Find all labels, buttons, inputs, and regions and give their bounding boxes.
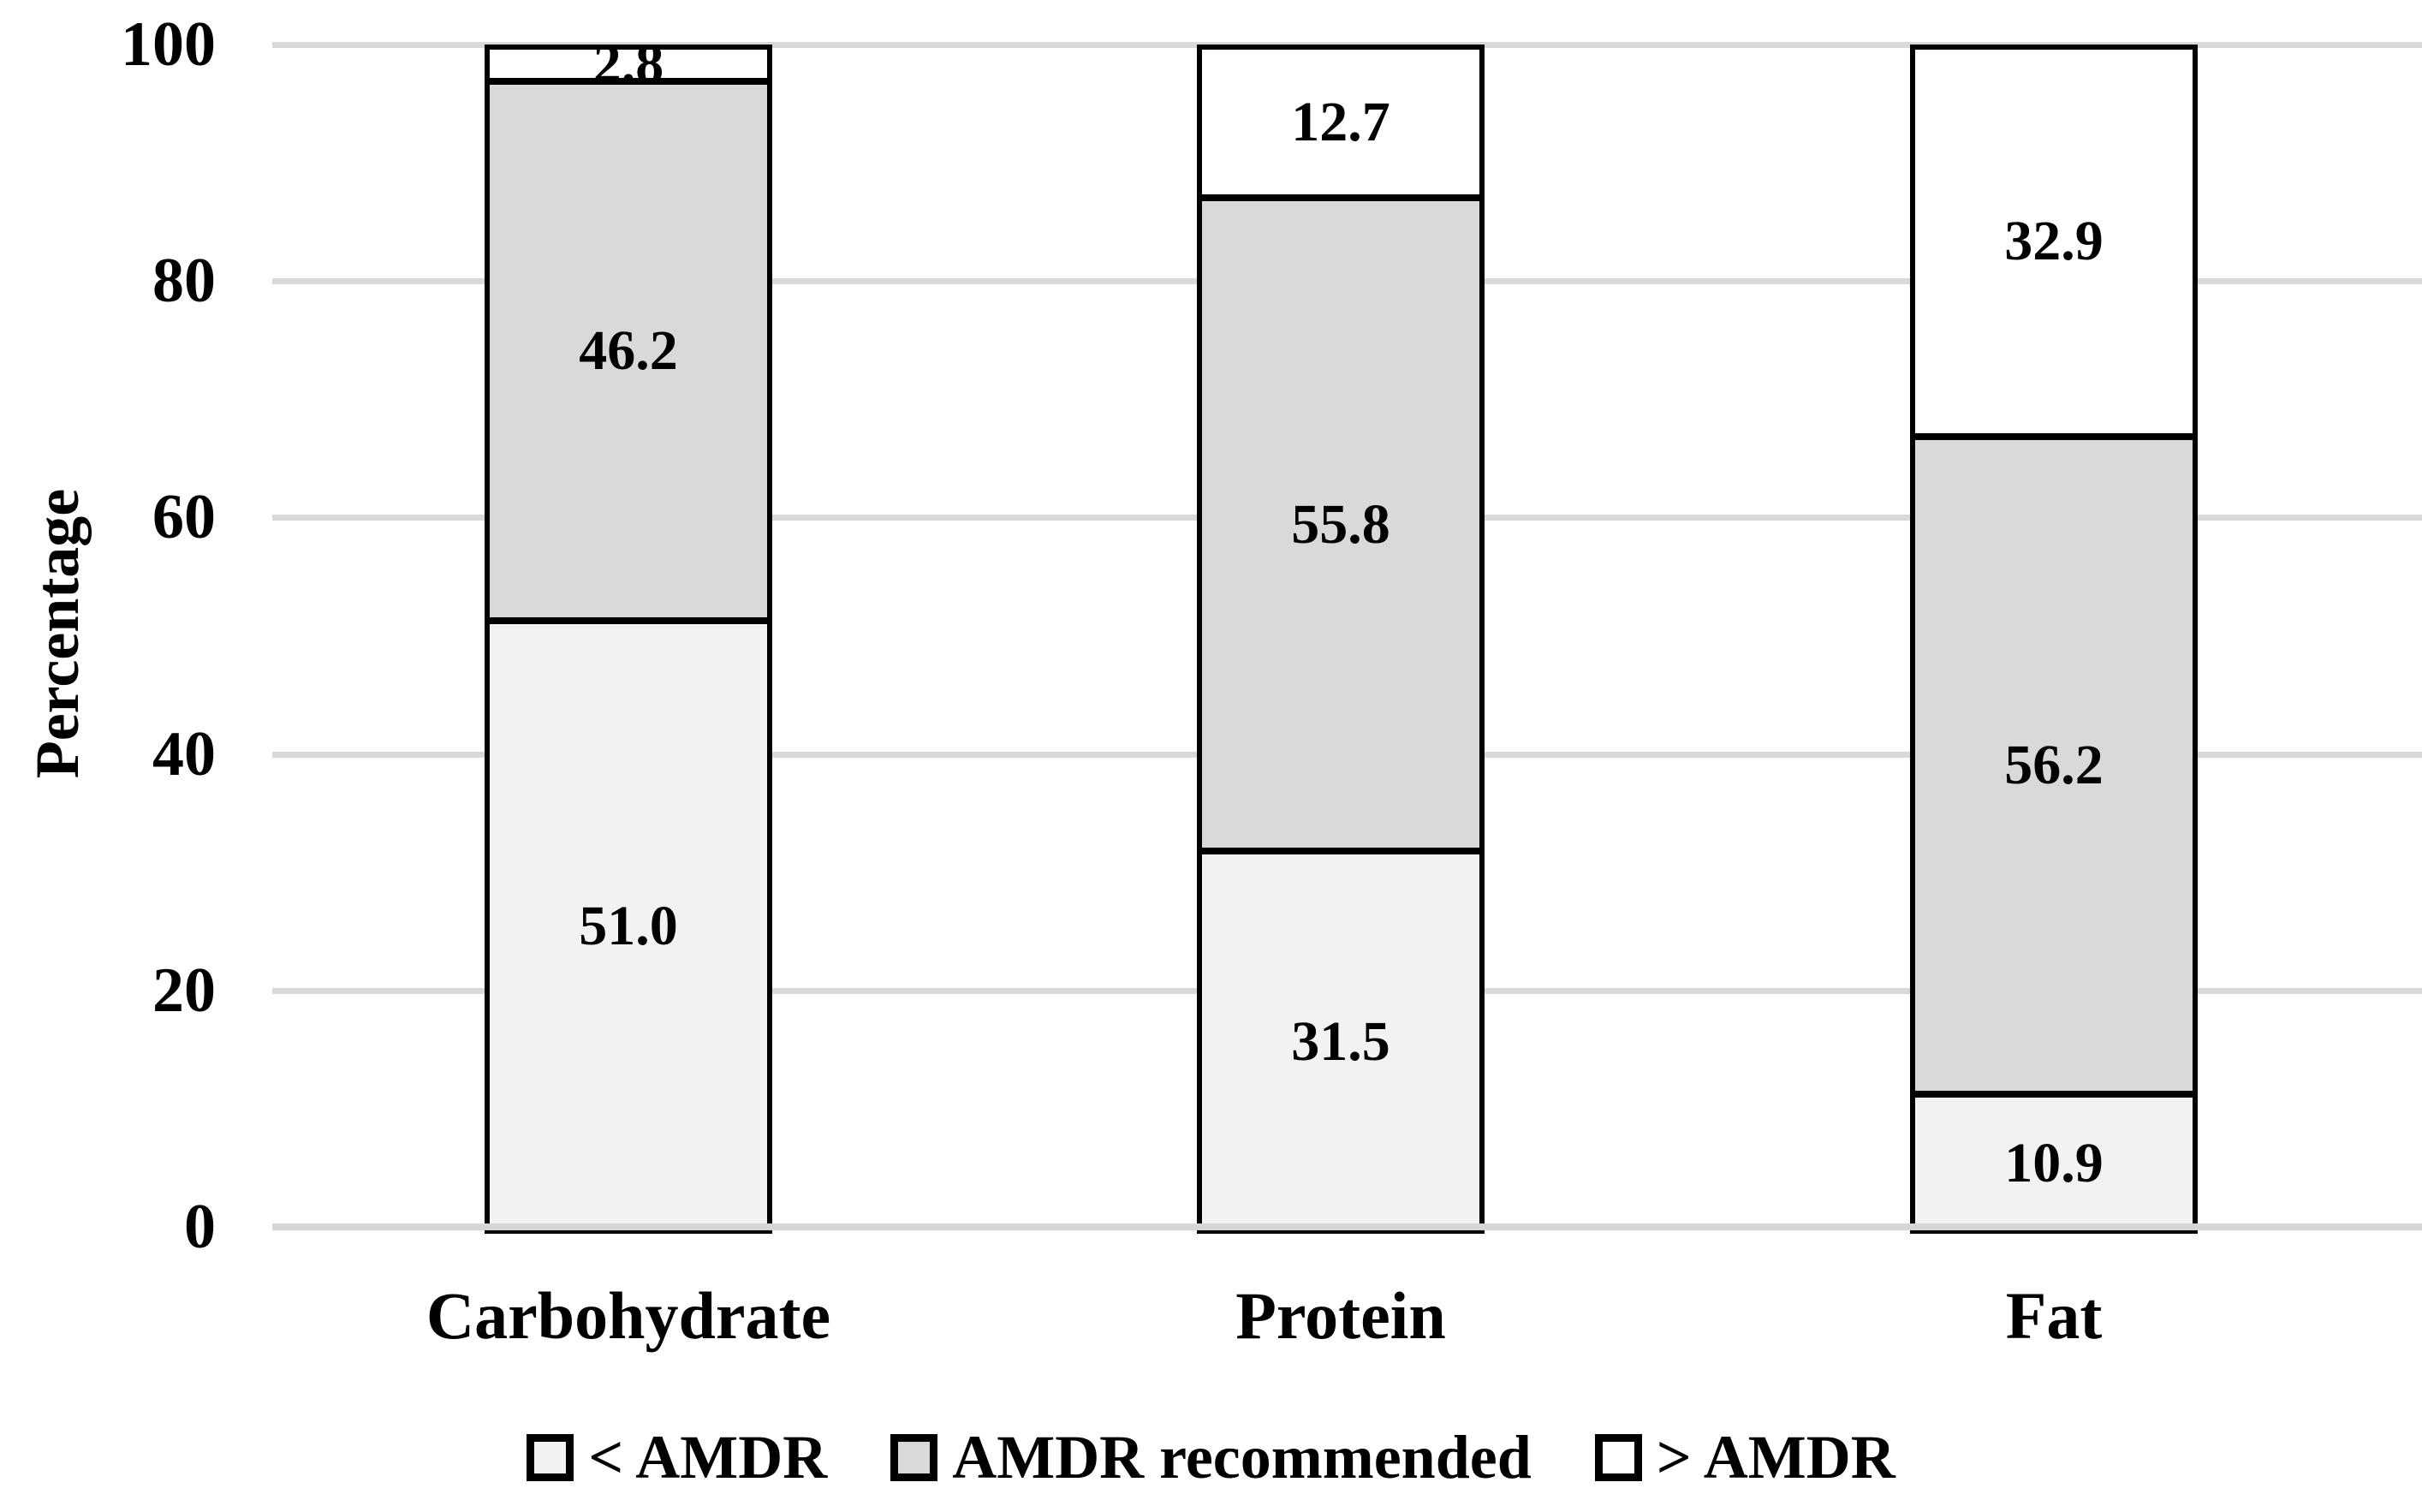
legend-label: < AMDR — [588, 1423, 828, 1491]
value-label: 2.8 — [592, 32, 664, 95]
legend-item: < AMDR — [527, 1426, 827, 1488]
bar-segment: 56.2 — [1915, 433, 2193, 1091]
bar-segment: 10.9 — [1915, 1091, 2193, 1229]
value-label: 51.0 — [579, 895, 678, 957]
legend-label: AMDR recommended — [952, 1423, 1532, 1491]
bar-segment: 2.8 — [490, 35, 767, 92]
value-label: 12.7 — [1291, 90, 1390, 153]
bar-segment: 55.8 — [1202, 194, 1479, 848]
bar-segment: 51.0 — [490, 617, 767, 1229]
bar-segment: 31.5 — [1202, 848, 1479, 1229]
legend: < AMDR AMDR recommended > AMDR — [0, 1414, 2422, 1500]
bar-segment: 32.9 — [1915, 50, 2193, 433]
value-label: 10.9 — [2004, 1131, 2104, 1194]
value-label: 31.5 — [1291, 1009, 1390, 1073]
bar-fat: 32.9 56.2 10.9 — [1910, 45, 2198, 1234]
legend-item: AMDR recommended — [890, 1426, 1532, 1488]
value-label: 56.2 — [2004, 734, 2104, 796]
value-label: 55.8 — [1291, 492, 1390, 556]
category-label: Fat — [2005, 1278, 2103, 1353]
value-label: 32.9 — [2004, 210, 2104, 272]
legend-swatch-icon — [1594, 1433, 1642, 1481]
x-axis-line — [272, 1223, 2422, 1230]
bar-segment: 46.2 — [490, 78, 767, 617]
category-label: Carbohydrate — [425, 1278, 831, 1353]
y-tick-label: 60 — [152, 482, 216, 552]
y-tick-label: 100 — [121, 9, 216, 80]
y-tick-label: 80 — [152, 246, 216, 316]
legend-swatch-icon — [890, 1433, 938, 1481]
y-tick-label: 40 — [152, 719, 216, 789]
value-label: 46.2 — [579, 319, 678, 382]
legend-swatch-icon — [527, 1433, 574, 1481]
bar-protein: 12.7 55.8 31.5 — [1197, 45, 1485, 1234]
legend-item: > AMDR — [1594, 1423, 1895, 1491]
category-label: Protein — [1235, 1278, 1446, 1353]
y-tick-label: 0 — [184, 1192, 216, 1262]
bar-carbohydrate: 2.8 46.2 51.0 — [485, 35, 772, 1234]
y-axis-title: Percentage — [23, 488, 92, 779]
y-tick-label: 20 — [152, 955, 216, 1026]
bar-segment: 12.7 — [1202, 50, 1479, 194]
legend-label: > AMDR — [1656, 1423, 1895, 1491]
